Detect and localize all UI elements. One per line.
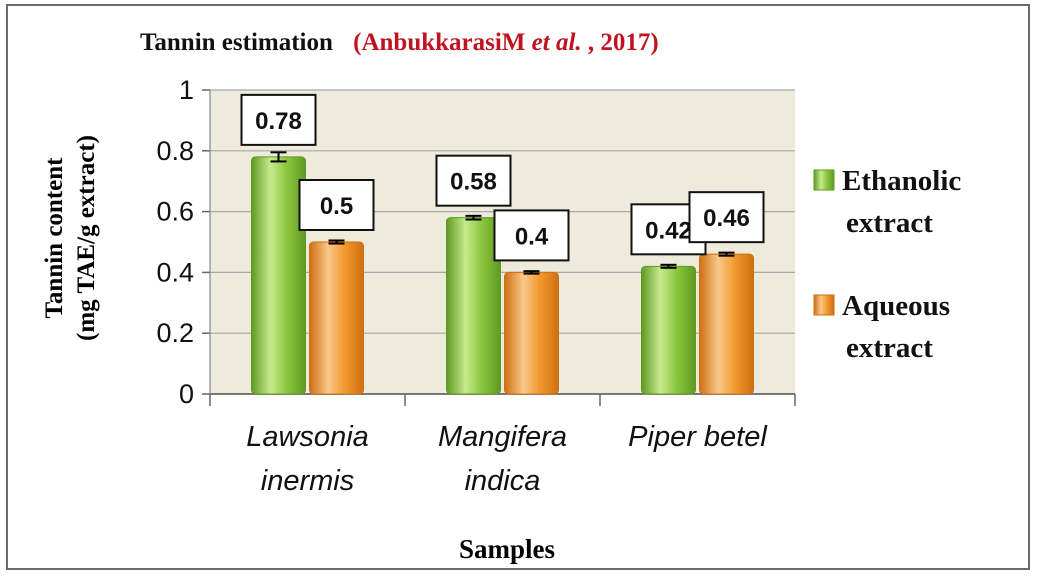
x-axis [209,90,796,406]
x-category-label: indica [465,465,541,497]
bar [446,217,501,395]
x-category-label: Mangifera [438,421,567,453]
data-label: 0.42 [645,217,692,244]
bar [504,271,559,395]
legend-swatch [813,169,835,191]
chart-title: Tannin estimation (AnbukkarasiM et al. ,… [140,29,659,56]
x-category-label: inermis [261,465,354,497]
x-axis-label: Samples [459,534,555,564]
legend-label: Ethanolic [842,165,961,197]
data-label-box [240,93,317,146]
x-category-label: Piper betel [628,421,768,453]
bar [309,241,364,395]
chart-title-text: Tannin estimation [140,29,333,56]
y-axis-ticks: 0 0.2 0.4 0.6 0.8 1 [156,75,210,409]
chart-subtitle-prefix: (AnbukkarasiM [353,29,532,56]
x-category-labels: Lawsonia inermis Mangifera indica Piper bete… [246,421,768,497]
y-tick-label: 0.4 [156,257,194,287]
data-label: 0.58 [450,169,497,196]
chart-subtitle-suffix: , 2017) [588,29,659,56]
bar [699,253,754,395]
legend-label: extract [846,332,933,364]
y-tick-label: 0 [179,379,194,409]
data-label-box [435,154,512,207]
x-category-label: Lawsonia [246,421,369,453]
bars [251,151,754,395]
y-tick-label: 0.6 [156,197,194,227]
y-axis-label-line2: (mg TAE/g extract) [73,135,100,341]
chart-subtitle-italic: et al. [532,29,582,56]
bar [251,156,306,395]
data-label: 0.4 [515,223,549,250]
y-tick-label: 0.8 [156,136,194,166]
y-axis-label: Tannin content (mg TAE/g extract) [41,135,100,341]
legend-swatch [813,294,835,316]
data-label: 0.78 [255,108,302,135]
data-label-box [688,191,765,244]
legend: Ethanolic extract Aqueous extract [813,165,961,364]
data-label: 0.5 [320,193,353,220]
data-label-box [298,179,375,231]
data-label: 0.46 [703,205,750,232]
legend-label: Aqueous [842,290,950,322]
bar [641,265,696,395]
y-axis-label-line1: Tannin content [41,157,68,319]
legend-label: extract [846,207,933,239]
data-labels: 0.78 0.5 0.58 0.4 0.42 0.46 [240,93,765,262]
data-label-box [493,209,570,262]
y-tick-label: 0.2 [156,318,194,348]
y-tick-label: 1 [179,75,194,105]
